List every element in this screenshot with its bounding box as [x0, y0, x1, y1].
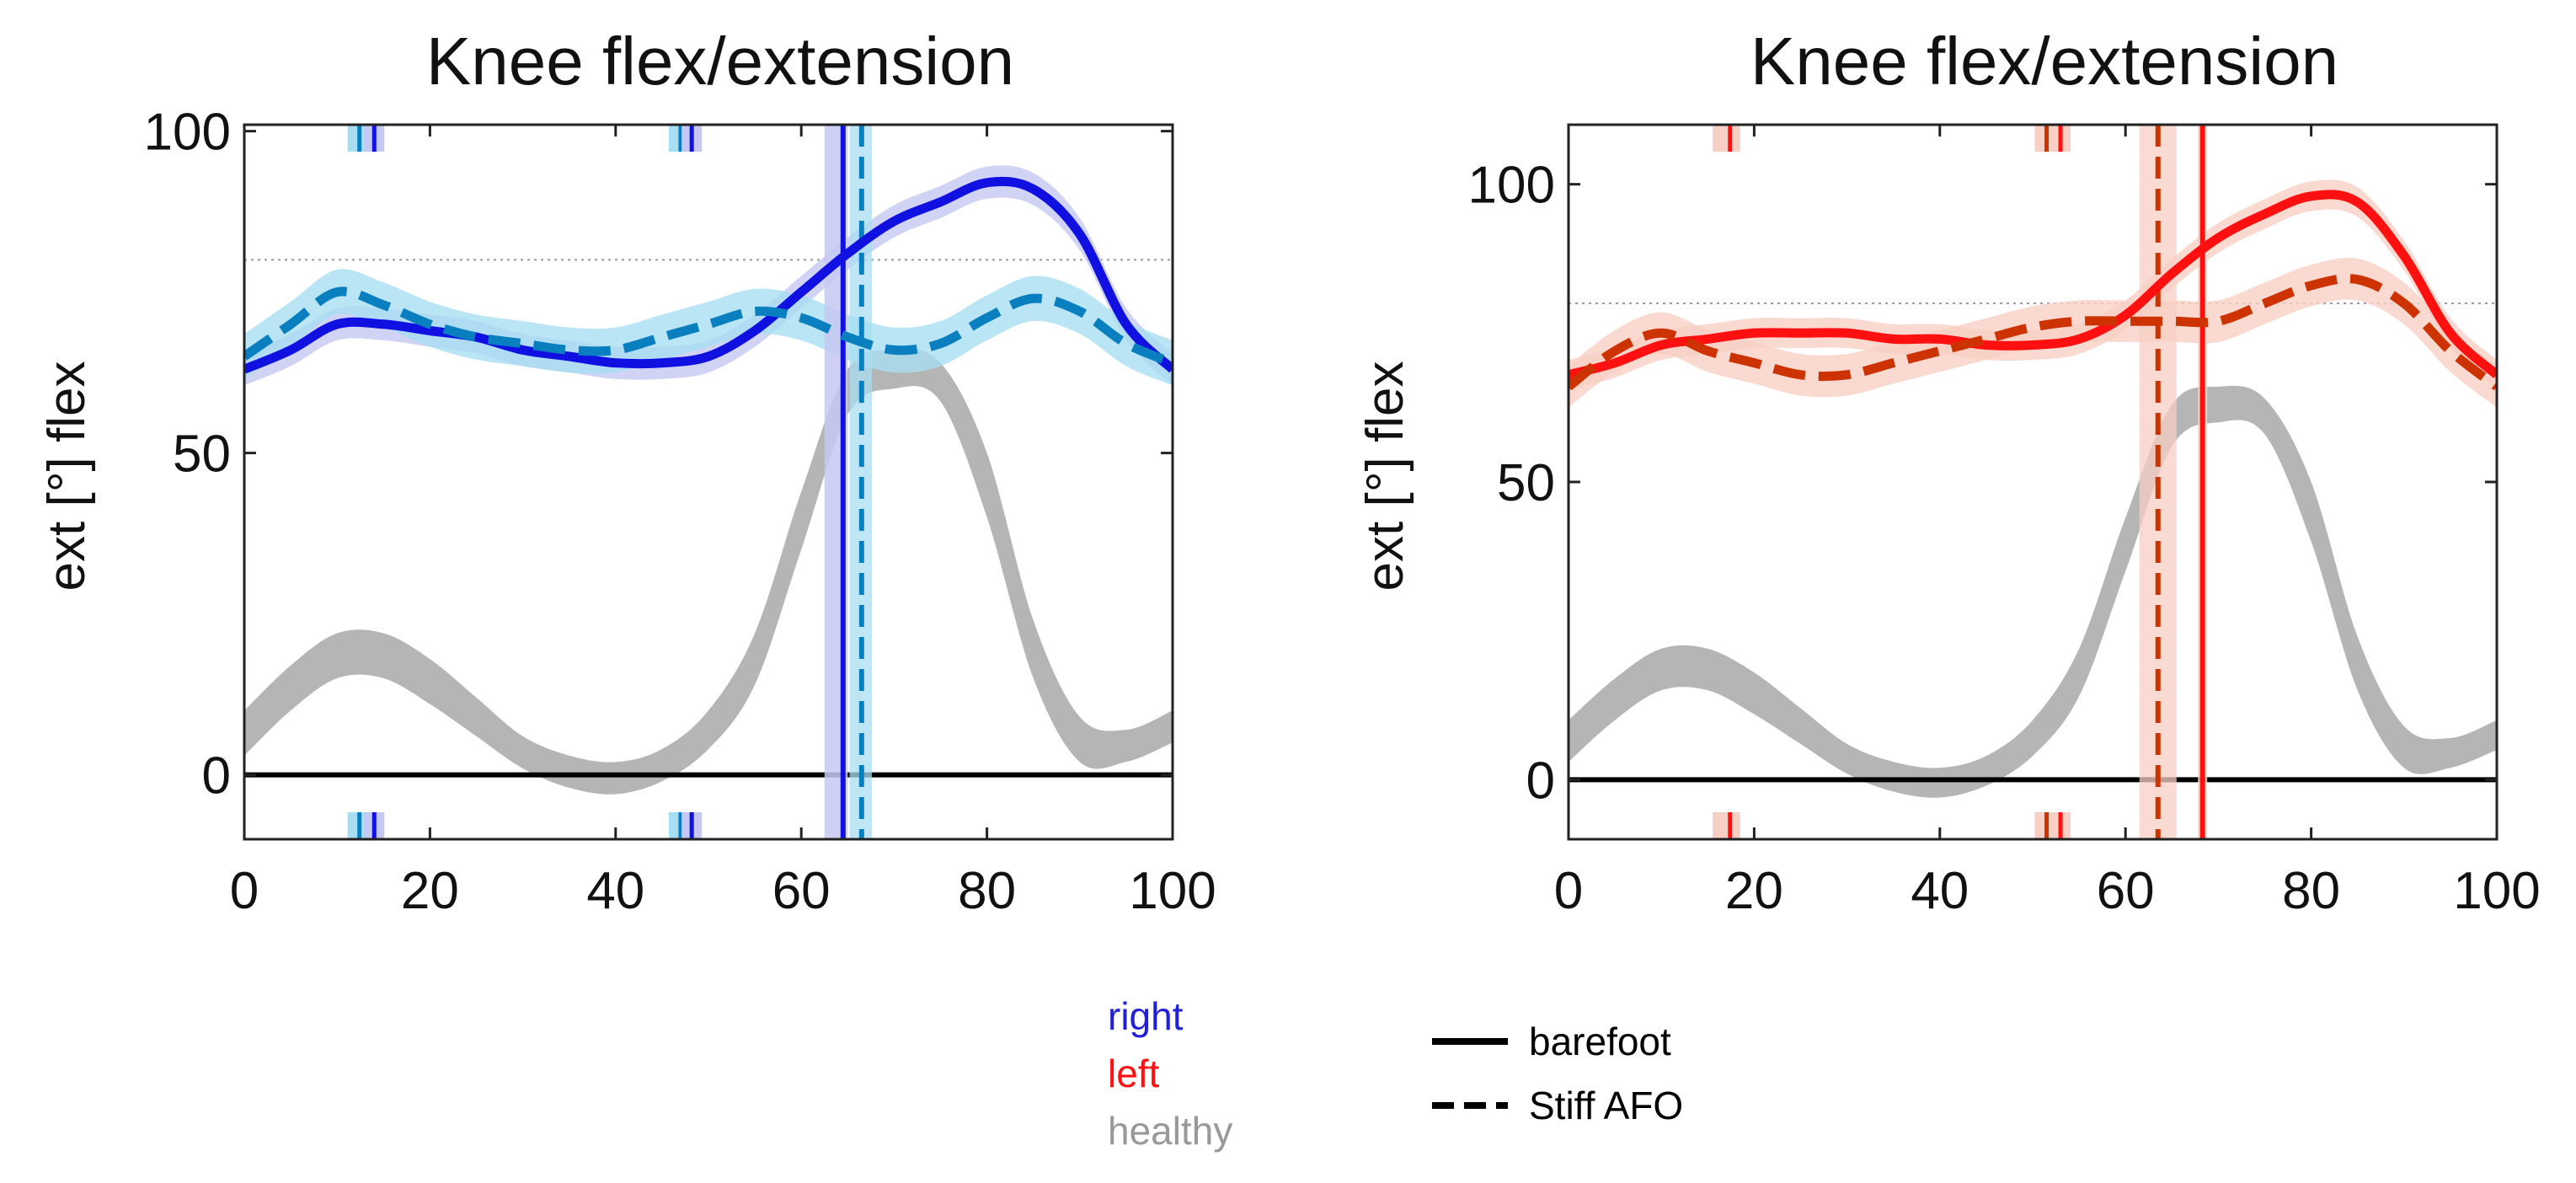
- x-tick-label: 60: [2097, 862, 2155, 920]
- y-tick-label: 100: [1468, 157, 1555, 215]
- x-tick-label: 20: [1725, 862, 1783, 920]
- chart-title-left: Knee flex/extension: [1750, 24, 2338, 99]
- x-tick-label: 100: [1129, 862, 1216, 920]
- plot-area-right: 0 20 40 60 80 100 0 50 100: [144, 104, 1216, 920]
- series-stiff-afo-line: [244, 286, 1173, 367]
- x-tick-label: 40: [586, 862, 644, 920]
- chart-panel-left: Knee flex/extension ext [°] flex 0 20 40 60…: [1356, 24, 2541, 920]
- series-stiff-afo-line: [1569, 274, 2497, 391]
- healthy-band: [244, 349, 1173, 795]
- legend-right-label: right: [1108, 994, 1184, 1038]
- legend-healthy-label: healthy: [1108, 1109, 1232, 1153]
- x-tick-label: 80: [2282, 862, 2340, 920]
- x-tick-label: 80: [958, 862, 1016, 920]
- chart-panel-right: Knee flex/extension ext [°] flex 0 20 40 60…: [38, 24, 1216, 920]
- healthy-band: [1569, 385, 2497, 798]
- stiff-afo-variability-band: [244, 269, 1173, 386]
- legend-barefoot-label: barefoot: [1529, 1020, 1671, 1063]
- plot-content: [244, 125, 1173, 839]
- x-tick-label: 40: [1911, 862, 1969, 920]
- y-axis-label-left: ext [°] flex: [1356, 361, 1414, 592]
- style-legend: barefoot Stiff AFO: [1432, 1020, 1683, 1127]
- x-tick-label: 60: [772, 862, 831, 920]
- x-tick-label: 0: [1554, 862, 1583, 920]
- plot-area-left: 0 20 40 60 80 100 0 50 100: [1468, 123, 2541, 920]
- plot-content: [1569, 125, 2497, 839]
- x-tick-label: 100: [2453, 862, 2540, 920]
- legend-stiff-afo-label: Stiff AFO: [1529, 1084, 1683, 1127]
- legend-left-label: left: [1108, 1052, 1160, 1095]
- x-tick-label: 0: [230, 862, 259, 920]
- series-barefoot-line: [244, 176, 1173, 374]
- y-axis-label-right: ext [°] flex: [38, 361, 96, 592]
- x-tick-label: 20: [401, 862, 459, 920]
- y-tick-label: 50: [1497, 454, 1555, 512]
- chart-title-right: Knee flex/extension: [426, 24, 1014, 99]
- series-barefoot-line: [1569, 190, 2497, 380]
- axes-box: [243, 123, 1174, 841]
- y-tick-label: 50: [173, 426, 231, 484]
- side-legend: right left healthy: [1108, 994, 1232, 1153]
- y-tick-label: 0: [202, 747, 231, 806]
- y-tick-label: 0: [1526, 752, 1555, 810]
- y-tick-label: 100: [144, 104, 231, 162]
